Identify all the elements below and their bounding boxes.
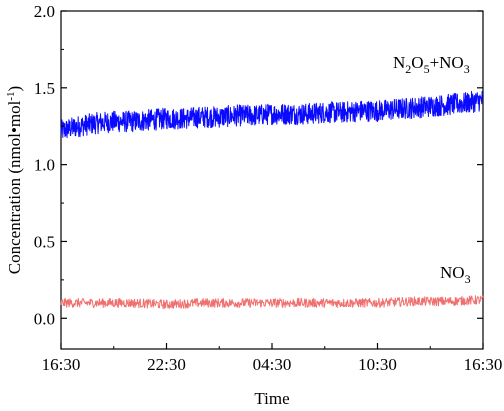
y-axis: 0.0 0.5 1.0 1.5 2.0	[34, 2, 483, 328]
y-tick-label: 0.0	[34, 309, 55, 328]
y-tick-label: 1.0	[34, 156, 55, 175]
series-line-1	[60, 295, 484, 310]
series-label-no3: NO3	[440, 263, 471, 286]
series-label-n2o5-no3: N2O5+NO3	[393, 53, 470, 76]
y-tick-label: 2.0	[34, 2, 55, 21]
x-tick-label: 04:30	[253, 355, 292, 374]
y-tick-label: 0.5	[34, 232, 55, 251]
y-axis-title: Concentration (nmol•mol-1)	[5, 86, 24, 274]
series-line-0	[60, 90, 484, 139]
x-tick-label: 10:30	[358, 355, 397, 374]
x-tick-label: 22:30	[147, 355, 186, 374]
x-axis-title: Time	[254, 389, 289, 408]
y-tick-label: 1.5	[34, 79, 55, 98]
x-axis: 16:30 22:30 04:30 10:30 16:30	[42, 343, 503, 374]
series-layer	[60, 90, 484, 310]
x-tick-label: 16:30	[464, 355, 503, 374]
x-tick-label: 16:30	[42, 355, 81, 374]
